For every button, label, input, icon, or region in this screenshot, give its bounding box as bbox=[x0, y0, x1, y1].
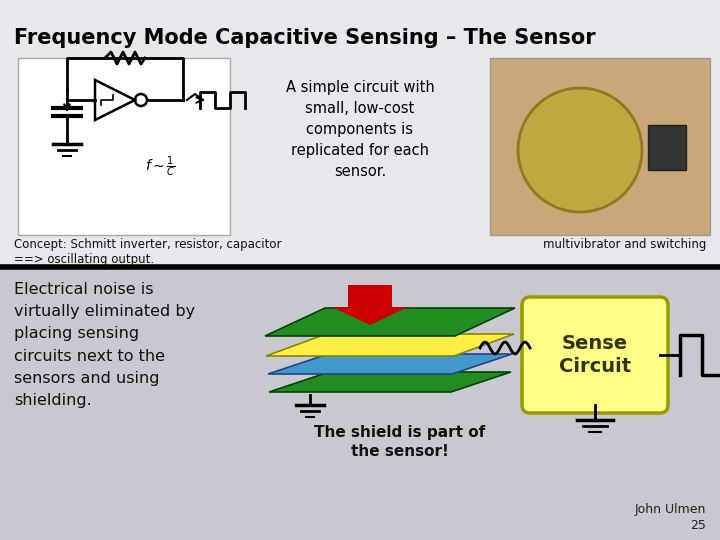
FancyBboxPatch shape bbox=[0, 0, 720, 267]
Text: Concept: Schmitt inverter, resistor, capacitor
==> oscillating output.: Concept: Schmitt inverter, resistor, cap… bbox=[14, 238, 282, 266]
Text: A simple circuit with
small, low-cost
components is
replicated for each
sensor.: A simple circuit with small, low-cost co… bbox=[286, 80, 434, 179]
Text: Electrical noise is
virtually eliminated by
placing sensing
circuits next to the: Electrical noise is virtually eliminated… bbox=[14, 282, 195, 408]
Text: The shield is part of
the sensor!: The shield is part of the sensor! bbox=[315, 425, 485, 458]
FancyBboxPatch shape bbox=[348, 285, 392, 307]
Polygon shape bbox=[268, 354, 512, 374]
Text: $f \sim \frac{1}{C}$: $f \sim \frac{1}{C}$ bbox=[145, 155, 176, 179]
Polygon shape bbox=[332, 307, 408, 325]
FancyBboxPatch shape bbox=[490, 58, 710, 235]
FancyBboxPatch shape bbox=[648, 125, 686, 170]
Text: Sense
Circuit: Sense Circuit bbox=[559, 334, 631, 376]
Polygon shape bbox=[265, 308, 515, 336]
Circle shape bbox=[518, 88, 642, 212]
FancyBboxPatch shape bbox=[18, 58, 230, 235]
Polygon shape bbox=[266, 334, 514, 356]
Text: Frequency Mode Capacitive Sensing – The Sensor: Frequency Mode Capacitive Sensing – The … bbox=[14, 28, 595, 48]
Text: John Ulmen
25: John Ulmen 25 bbox=[634, 503, 706, 532]
FancyBboxPatch shape bbox=[522, 297, 668, 413]
Polygon shape bbox=[269, 372, 511, 392]
Text: multivibrator and switching: multivibrator and switching bbox=[543, 238, 706, 251]
